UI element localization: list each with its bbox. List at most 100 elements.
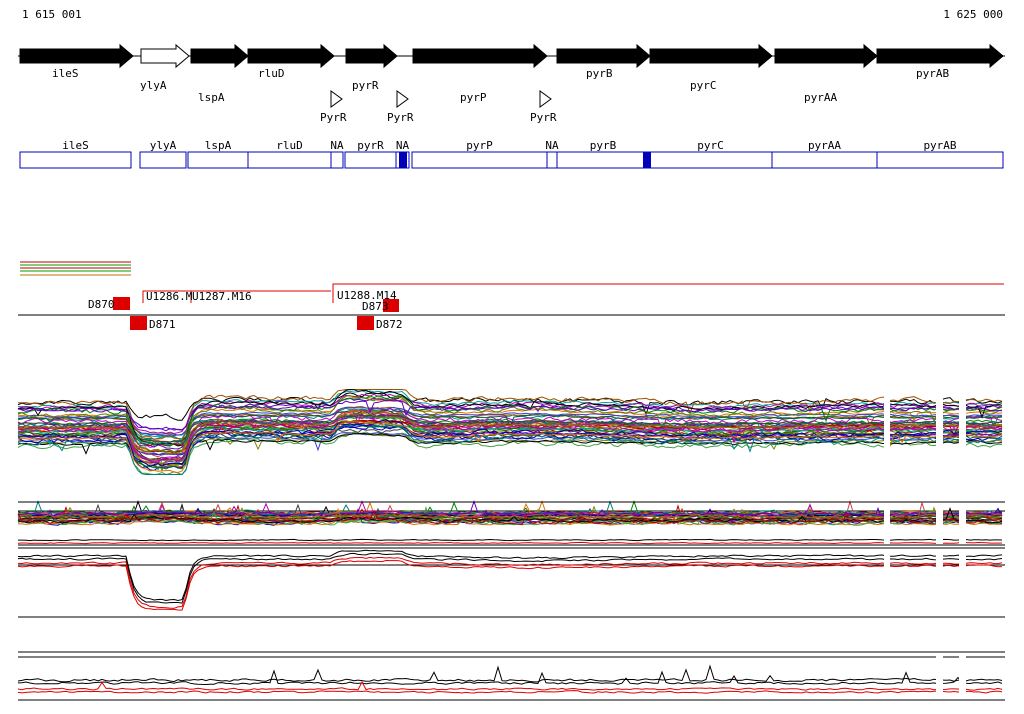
mean-signal-data-gap-0 — [884, 549, 890, 618]
region-box-lspA-2[interactable] — [187, 151, 249, 169]
region-box-pyrAB-12[interactable] — [876, 151, 1004, 169]
mean-signal-trace-3 — [17, 559, 1003, 611]
expression-all-conditions-trace-7 — [17, 432, 1003, 462]
gene-arrow-ylyA[interactable] — [140, 43, 190, 69]
region-label-ileS: ileS — [62, 139, 89, 152]
region-box-pyrB-9[interactable] — [556, 151, 650, 169]
gene-arrow-pyrP[interactable] — [412, 43, 548, 69]
pyrr-site-label-0: PyrR — [320, 111, 347, 124]
probe-box-D870[interactable] — [113, 297, 130, 310]
region-label-NA: NA — [396, 139, 410, 152]
expression-all-conditions-trace-37 — [17, 419, 1003, 447]
mean-signal-trace-1 — [17, 552, 1003, 604]
region-marker-0[interactable] — [399, 152, 407, 168]
gene-arrow-pyrR[interactable] — [345, 43, 398, 69]
region-label-pyrB: pyrB — [590, 139, 617, 152]
probe-bracket-0 — [142, 290, 331, 303]
expression-all-conditions-trace-44 — [17, 399, 1003, 432]
variance-signal-trace-2 — [17, 680, 1003, 691]
expression-compressed-trace-27 — [17, 541, 1003, 545]
gene-label-pyrB: pyrB — [586, 67, 613, 80]
ruler-end-coordinate: 1 625 000 — [943, 8, 1003, 21]
probe-bracket-2 — [332, 283, 1004, 303]
region-box-ylyA-1[interactable] — [139, 151, 187, 169]
region-box-NA-8[interactable] — [546, 151, 558, 169]
gene-label-pyrAA: pyrAA — [804, 91, 837, 104]
pyrr-binding-site-icon-0[interactable] — [330, 90, 343, 108]
expression-all-conditions-data-gap-2 — [959, 390, 966, 474]
region-box-NA-4[interactable] — [330, 151, 344, 169]
expression-compressed-trace-22 — [17, 501, 1003, 520]
mean-signal-data-gap-1 — [936, 549, 943, 618]
expression-all-conditions-trace-14 — [17, 390, 1003, 440]
region-box-ileS-0[interactable] — [19, 151, 132, 169]
expression-compressed-trace-20 — [17, 499, 1003, 516]
region-label-pyrAB: pyrAB — [923, 139, 956, 152]
probe-label-U1288.M14: U1288.M14 — [337, 289, 397, 302]
gene-label-rluD: rluD — [258, 67, 285, 80]
expression-compressed-trace-24 — [17, 507, 1003, 524]
gene-label-ylyA: ylyA — [140, 79, 167, 92]
region-label-NA: NA — [330, 139, 344, 152]
gene-label-ileS: ileS — [52, 67, 79, 80]
expression-compressed-trace-26 — [18, 538, 1003, 542]
region-label-pyrR: pyrR — [357, 139, 384, 152]
gene-arrow-pyrAA[interactable] — [774, 43, 878, 69]
pyrr-site-label-1: PyrR — [387, 111, 414, 124]
region-label-lspA: lspA — [205, 139, 232, 152]
expression-all-conditions-trace-45 — [17, 414, 1003, 443]
variance-signal-trace-1 — [17, 669, 1003, 686]
gene-arrow-lspA[interactable] — [190, 43, 249, 69]
probe-label-D873: D873 — [362, 300, 389, 313]
probe-label-D870: D870 — [88, 298, 115, 311]
expression-all-conditions-trace-23 — [17, 423, 1003, 475]
expression-all-conditions-trace-6 — [17, 396, 1003, 453]
gene-label-pyrAB: pyrAB — [916, 67, 949, 80]
variance-signal-trace-3 — [17, 690, 1003, 694]
gene-arrow-pyrC[interactable] — [649, 43, 773, 69]
pyrr-binding-site-icon-2[interactable] — [539, 90, 552, 108]
region-box-rluD-3[interactable] — [247, 151, 332, 169]
probe-box-D873[interactable] — [383, 299, 399, 312]
mean-signal-trace-2 — [17, 556, 1003, 609]
expression-compressed-data-gap-2 — [959, 502, 966, 545]
gene-arrow-pyrB[interactable] — [556, 43, 651, 69]
region-box-pyrP-7[interactable] — [411, 151, 548, 169]
variance-signal-trace-0 — [17, 664, 1003, 683]
region-label-pyrAA: pyrAA — [808, 139, 841, 152]
expression-all-conditions-trace-29 — [17, 415, 1003, 471]
expression-compressed-trace-17 — [17, 499, 1003, 517]
region-label-NA: NA — [545, 139, 559, 152]
region-box-pyrR-5[interactable] — [344, 151, 397, 169]
region-label-pyrP: pyrP — [466, 139, 493, 152]
expression-all-conditions-trace-13 — [17, 406, 1003, 443]
expression-compressed-trace-23 — [17, 511, 1003, 526]
expression-all-conditions-data-gap-1 — [936, 390, 943, 474]
expression-compressed-data-gap-0 — [884, 502, 890, 545]
mean-signal-trace-0 — [17, 549, 1003, 602]
pyrr-site-label-2: PyrR — [530, 111, 557, 124]
pyrr-binding-site-icon-1[interactable] — [396, 90, 409, 108]
region-label-rluD: rluD — [276, 139, 303, 152]
ruler-start-coordinate: 1 615 001 — [22, 8, 82, 21]
variance-signal-data-gap-1 — [959, 652, 966, 701]
variance-signal-data-gap-0 — [936, 652, 943, 701]
expression-all-conditions-trace-34 — [17, 394, 1003, 453]
expression-all-conditions-trace-43 — [17, 413, 1003, 455]
expression-compressed-trace-25 — [17, 509, 1003, 526]
probe-box-D871[interactable] — [130, 316, 147, 330]
expression-all-conditions-data-gap-0 — [884, 390, 890, 474]
probe-label-U1286.M: U1286.M — [146, 290, 193, 303]
region-label-pyrC: pyrC — [697, 139, 724, 152]
region-marker-1[interactable] — [643, 152, 651, 168]
gene-arrow-ileS[interactable] — [19, 43, 134, 69]
gene-label-pyrC: pyrC — [690, 79, 717, 92]
gene-arrow-rluD[interactable] — [247, 43, 335, 69]
region-box-pyrAA-11[interactable] — [771, 151, 878, 169]
mean-signal-data-gap-2 — [959, 549, 966, 618]
gene-arrow-pyrAB[interactable] — [876, 43, 1004, 69]
region-box-pyrC-10[interactable] — [648, 151, 773, 169]
probe-label-U1287.M16: U1287.M16 — [192, 290, 252, 303]
probe-box-D872[interactable] — [357, 316, 374, 330]
